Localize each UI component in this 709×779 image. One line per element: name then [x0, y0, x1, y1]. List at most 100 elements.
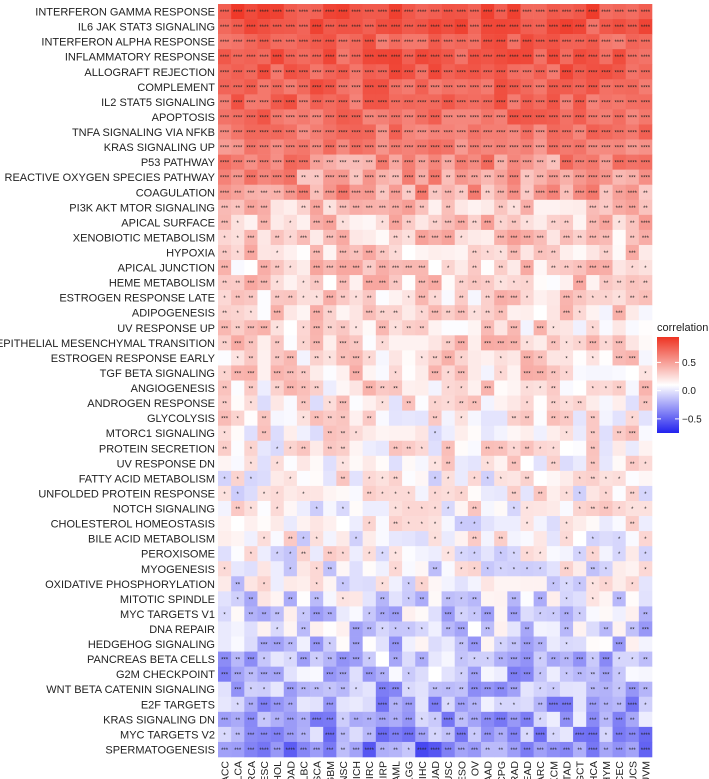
- heatmap-cell: [270, 124, 285, 140]
- heatmap-cell: [402, 335, 416, 351]
- heatmap-cell: [559, 606, 574, 622]
- heatmap-cell: [481, 275, 495, 291]
- heatmap-cell: [599, 636, 613, 652]
- heatmap-cell: [441, 636, 456, 652]
- heatmap-cell: [481, 154, 495, 170]
- heatmap-cell: [520, 666, 534, 682]
- heatmap-cell: [638, 410, 653, 426]
- significance-mark: ****: [628, 25, 638, 31]
- heatmap-cell: [336, 726, 350, 743]
- significance-mark: *: [329, 643, 332, 649]
- heatmap-cell: [586, 380, 600, 396]
- heatmap-cell: [586, 395, 600, 411]
- heatmap-cell: [218, 49, 232, 65]
- heatmap-cell: [467, 500, 482, 517]
- significance-mark: **: [643, 612, 648, 618]
- significance-mark: *: [342, 507, 345, 513]
- significance-mark: ****: [443, 25, 453, 31]
- significance-mark: **: [525, 191, 530, 197]
- heatmap-cell: [296, 94, 311, 110]
- row-label: HEDGEHOG SIGNALING: [88, 639, 215, 651]
- heatmap-cell: [573, 621, 587, 637]
- heatmap-cell: [375, 154, 390, 170]
- heatmap-cell: [296, 726, 311, 743]
- heatmap-cell: [362, 139, 377, 155]
- heatmap-cell: [467, 244, 482, 261]
- row-label: SPERMATOGENESIS: [105, 744, 215, 756]
- heatmap-cell: [402, 320, 416, 336]
- significance-mark: ****: [522, 131, 532, 137]
- heatmap-cell: [573, 19, 587, 35]
- heatmap-cell: [454, 651, 469, 667]
- heatmap-cell: [467, 546, 482, 562]
- heatmap-cell: [638, 350, 653, 366]
- legend-tick-label: −0.5: [682, 414, 702, 425]
- heatmap-cell: [310, 741, 324, 758]
- heatmap-cell: [231, 666, 245, 682]
- significance-mark: **: [406, 447, 411, 453]
- significance-mark: **: [446, 206, 451, 212]
- heatmap-cell: [638, 154, 653, 170]
- heatmap-cell: [244, 350, 258, 366]
- heatmap-cell: [296, 305, 311, 321]
- heatmap-cell: [507, 576, 521, 592]
- heatmap-cell: [441, 485, 456, 502]
- heatmap-cell: [362, 485, 377, 502]
- heatmap-cell: [481, 335, 495, 351]
- heatmap-cell: [520, 636, 534, 652]
- significance-mark: ****: [246, 25, 256, 31]
- heatmap-cell: [218, 681, 232, 698]
- heatmap-cell: [533, 485, 548, 502]
- significance-mark: ****: [562, 161, 572, 167]
- heatmap-cell: [296, 34, 311, 50]
- heatmap-cell: [428, 169, 442, 186]
- heatmap-cell: [573, 290, 587, 306]
- significance-mark: **: [551, 341, 556, 347]
- heatmap-cell: [388, 49, 403, 65]
- significance-mark: ***: [392, 733, 400, 739]
- heatmap-cell: [520, 606, 534, 622]
- heatmap-cell: [441, 531, 456, 547]
- significance-mark: *: [500, 356, 503, 362]
- significance-mark: ***: [379, 688, 387, 694]
- significance-mark: ****: [404, 100, 414, 106]
- significance-mark: *: [605, 567, 608, 573]
- significance-mark: *: [578, 477, 581, 483]
- heatmap-cell: [283, 214, 298, 231]
- heatmap-cell: [520, 275, 534, 291]
- heatmap-cell: [467, 681, 482, 698]
- significance-mark: *: [526, 281, 529, 287]
- significance-mark: **: [564, 612, 569, 618]
- significance-mark: ***: [326, 236, 334, 242]
- significance-mark: ****: [628, 85, 638, 91]
- heatmap-cell: [441, 666, 456, 682]
- heatmap-cell: [573, 4, 587, 20]
- heatmap-cell: [296, 154, 311, 170]
- heatmap-cell: [257, 516, 271, 532]
- significance-mark: *: [565, 341, 568, 347]
- significance-mark: ***: [247, 371, 255, 377]
- heatmap-cell: [428, 485, 442, 502]
- significance-mark: *: [302, 417, 305, 423]
- heatmap-cell: [599, 500, 613, 517]
- significance-mark: ****: [628, 70, 638, 76]
- heatmap-cell: [231, 591, 245, 607]
- significance-mark: *: [552, 733, 555, 739]
- heatmap-cell: [559, 516, 574, 532]
- heatmap-cell: [244, 94, 258, 110]
- heatmap-cell: [415, 666, 429, 682]
- significance-mark: **: [380, 673, 385, 679]
- significance-mark: **: [472, 597, 477, 603]
- significance-mark: ****: [522, 146, 532, 152]
- significance-mark: **: [327, 311, 332, 317]
- significance-mark: **: [249, 296, 254, 302]
- significance-mark: ***: [326, 718, 334, 724]
- significance-mark: **: [420, 658, 425, 664]
- heatmap-cell: [415, 546, 429, 562]
- heatmap-cell: [218, 199, 232, 216]
- heatmap-cell: [270, 290, 285, 306]
- heatmap-cell: [336, 49, 350, 65]
- significance-mark: *: [592, 326, 595, 332]
- heatmap-cell: [612, 500, 626, 517]
- heatmap-cell: [349, 320, 363, 336]
